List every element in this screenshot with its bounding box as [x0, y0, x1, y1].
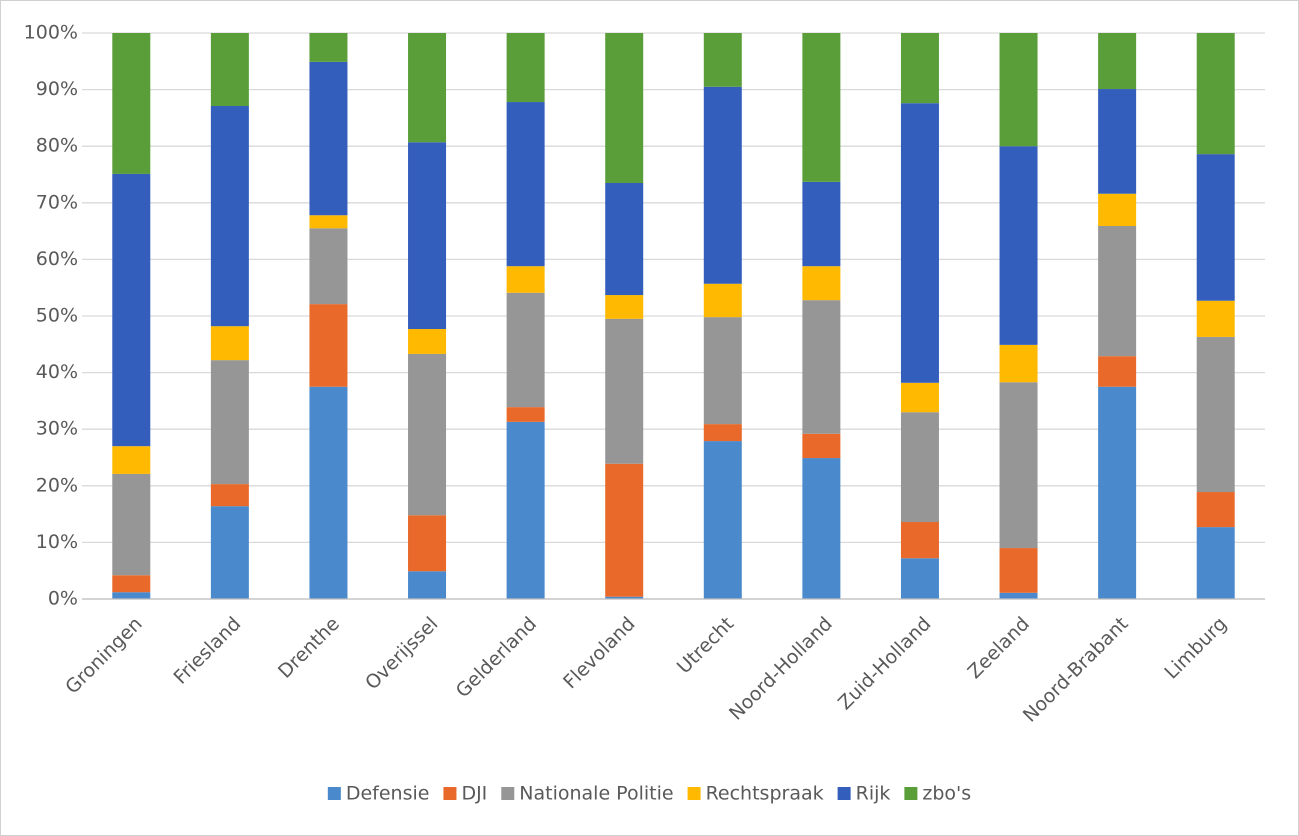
y-tick-label: 90% — [36, 78, 78, 100]
bar-segment — [1196, 336, 1235, 493]
y-tick-label: 60% — [36, 248, 78, 270]
bar-segment — [605, 182, 644, 296]
bar-segment — [112, 575, 151, 593]
legend-swatch — [443, 787, 457, 800]
bar-segment — [1098, 386, 1137, 599]
legend-swatch — [687, 787, 701, 800]
y-tick-label: 40% — [36, 361, 78, 383]
bar-segment — [1098, 226, 1137, 357]
bar-segment — [1196, 527, 1235, 599]
bar-segment — [900, 522, 939, 559]
bar-segment — [1196, 33, 1235, 155]
bar-segment — [999, 33, 1038, 147]
bar-segment — [999, 344, 1038, 383]
bar-segment — [802, 266, 841, 301]
bar-segment — [605, 318, 644, 464]
bar-segment — [605, 596, 644, 599]
legend-label: Rijk — [856, 783, 891, 805]
bar-segment — [112, 446, 151, 474]
bar-segment — [408, 515, 447, 572]
bar-segment — [900, 382, 939, 413]
legend-label: DJI — [461, 783, 487, 805]
bar-segment — [210, 326, 249, 361]
y-tick-label: 10% — [36, 531, 78, 553]
bar-segment — [210, 484, 249, 507]
bar-segment — [309, 33, 348, 62]
bar-segment — [210, 33, 249, 107]
bar-segment — [1196, 492, 1235, 528]
bar-segment — [506, 292, 545, 408]
bar-segment — [900, 558, 939, 599]
bar-segment — [703, 424, 742, 442]
bar-segment — [703, 317, 742, 425]
bar-segment — [703, 33, 742, 87]
bar-segment — [309, 386, 348, 599]
bar-segment — [1196, 154, 1235, 301]
bar-segment — [408, 353, 447, 516]
legend-label: zbo's — [922, 783, 971, 805]
bar-segment — [802, 33, 841, 182]
bar-segment — [802, 181, 841, 267]
bar-segment — [506, 266, 545, 293]
bar-segment — [210, 506, 249, 599]
bar-segment — [506, 407, 545, 422]
legend-label: Defensie — [346, 783, 430, 805]
legend-swatch — [837, 787, 851, 800]
bar-segment — [703, 441, 742, 599]
bar-segment — [112, 592, 151, 599]
bar-segment — [999, 146, 1038, 345]
bar-segment — [408, 329, 447, 354]
bar-segment — [605, 33, 644, 183]
bar-segment — [999, 592, 1038, 599]
bar-segment — [1098, 33, 1137, 90]
bar-segment — [999, 548, 1038, 593]
y-tick-label: 70% — [36, 191, 78, 213]
y-tick-label: 100% — [24, 22, 78, 44]
bar-segment — [1098, 193, 1137, 227]
bar-segment — [210, 360, 249, 485]
bar-segment — [802, 300, 841, 434]
bar-segment — [506, 102, 545, 267]
legend-label: Nationale Politie — [519, 783, 673, 805]
bar-segment — [900, 412, 939, 523]
legend-swatch — [904, 787, 918, 800]
bar-segment — [408, 142, 447, 330]
bar-segment — [1098, 356, 1137, 387]
bar-segment — [900, 103, 939, 383]
bar-segment — [605, 463, 644, 597]
bar-segment — [900, 33, 939, 104]
bar-segment — [309, 228, 348, 305]
y-tick-label: 30% — [36, 418, 78, 440]
bar-segment — [605, 295, 644, 319]
bar-segment — [112, 473, 151, 576]
y-tick-label: 20% — [36, 474, 78, 496]
bar-segment — [802, 458, 841, 599]
bar-segment — [506, 421, 545, 599]
bar-segment — [112, 173, 151, 447]
bar-segment — [309, 215, 348, 229]
bar-segment — [309, 304, 348, 387]
bar-segment — [802, 433, 841, 459]
bar-segment — [1098, 89, 1137, 194]
bar-segment — [112, 33, 151, 174]
legend-label: Rechtspraak — [706, 783, 824, 805]
y-tick-label: 0% — [48, 588, 78, 610]
bar-segment — [703, 86, 742, 284]
bar-segment — [1196, 300, 1235, 337]
legend-swatch — [501, 787, 515, 800]
legend: Defensie DJI Nationale Politie Rechtspraak R… — [327, 783, 971, 805]
bar-segment — [506, 33, 545, 103]
legend-swatch — [327, 787, 341, 800]
bar-segment — [210, 106, 249, 327]
bar-segment — [999, 382, 1038, 549]
bar-segment — [408, 33, 447, 143]
bar-segment — [408, 571, 447, 599]
y-tick-label: 50% — [36, 305, 78, 327]
bar-segment — [703, 283, 742, 318]
y-tick-label: 80% — [36, 135, 78, 157]
bar-segment — [309, 61, 348, 216]
